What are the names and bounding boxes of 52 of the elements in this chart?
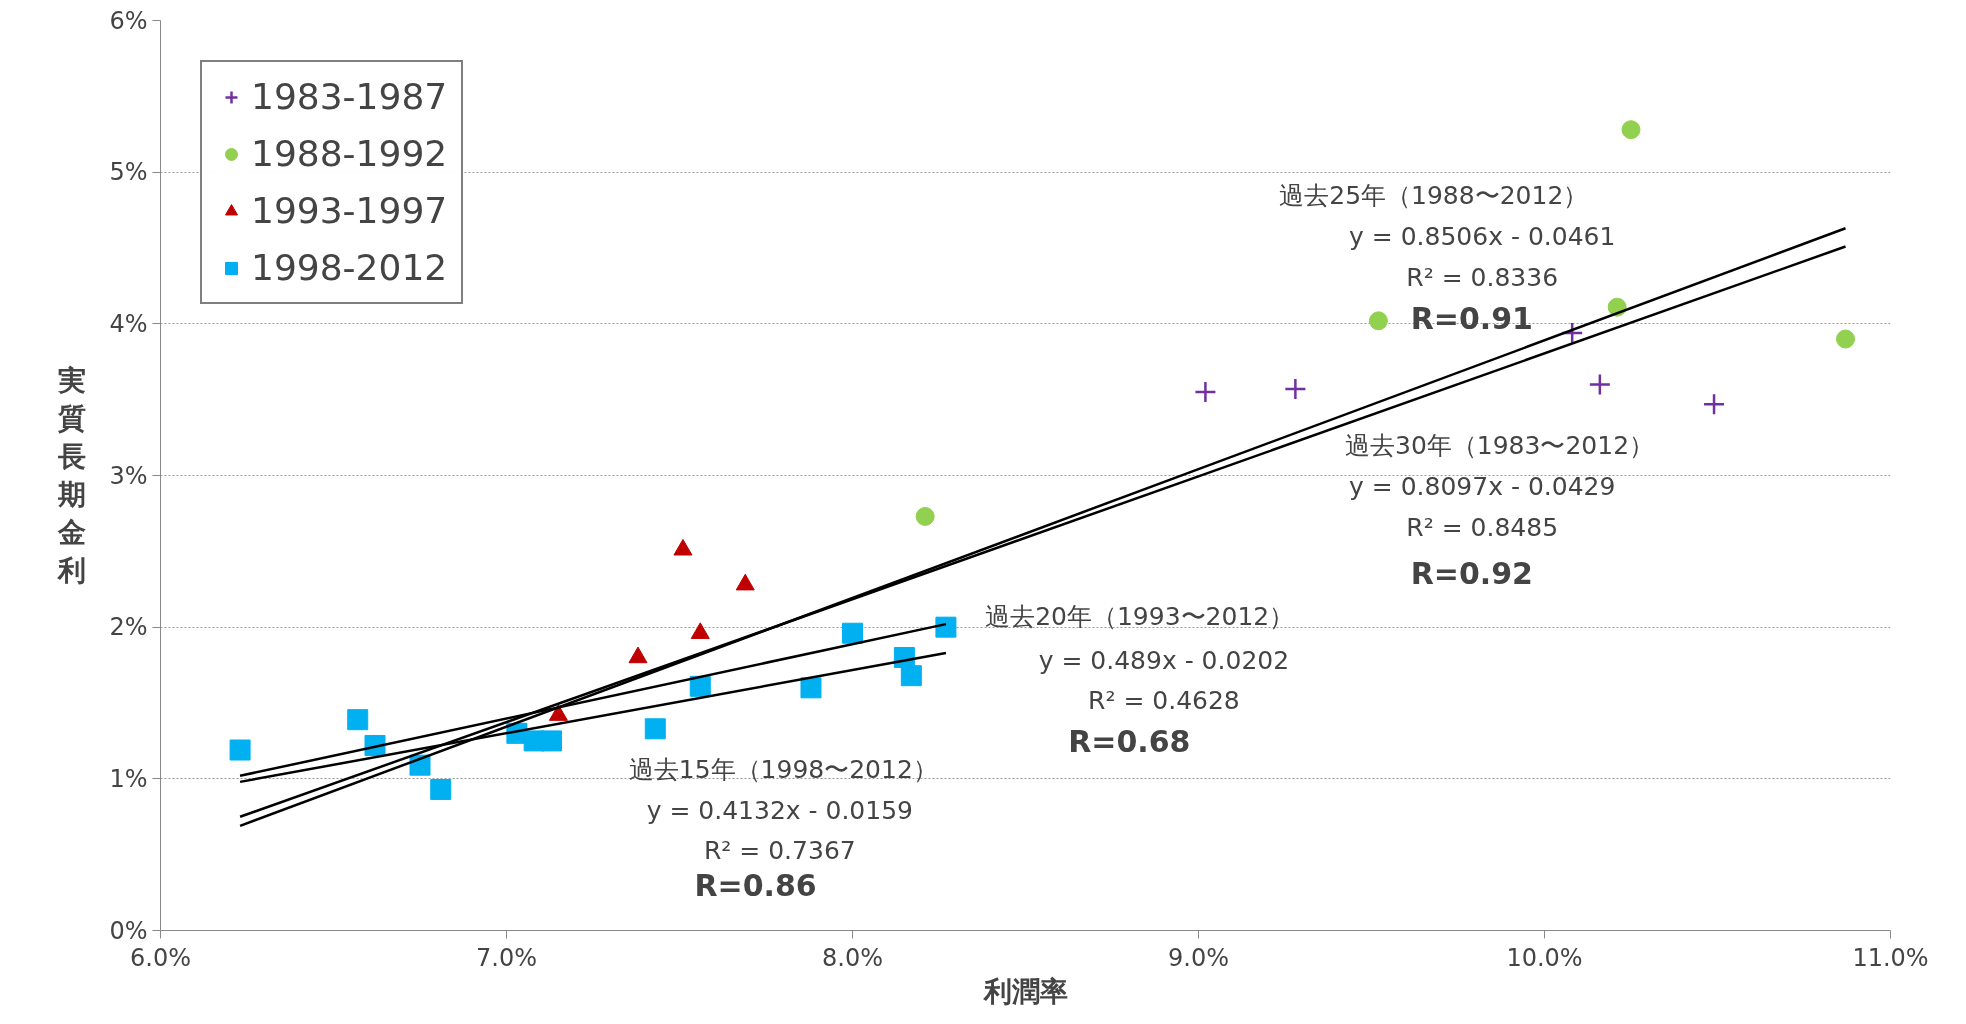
annotation: y = 0.8097x - 0.0429 <box>1349 471 1616 501</box>
y-tick-label: 5% <box>109 158 148 187</box>
point <box>1368 311 1388 331</box>
y-axis-title: 実質長期金利 <box>57 364 87 587</box>
point <box>1836 329 1856 349</box>
point <box>1284 377 1307 401</box>
point <box>644 718 666 740</box>
annotation: R=0.92 <box>1410 556 1533 592</box>
point <box>900 665 922 687</box>
x-tick-label: 10.0% <box>1506 943 1583 972</box>
point <box>1702 392 1726 416</box>
y-tick-label: 6% <box>109 6 148 35</box>
annotation: R=0.86 <box>694 867 817 903</box>
y-tick-label: 1% <box>109 764 148 793</box>
point <box>1621 120 1641 140</box>
point <box>935 616 957 638</box>
point <box>842 622 863 644</box>
point <box>800 677 822 699</box>
annotation: 過去15年（1998〜2012） <box>628 754 938 784</box>
x-axis-title: 利潤率 <box>982 974 1068 1008</box>
point <box>540 730 562 752</box>
annotation: R=0.68 <box>1068 723 1191 759</box>
legend-label: 1988-1992 <box>251 133 448 174</box>
annotation: R² = 0.8485 <box>1406 512 1559 542</box>
point <box>229 739 251 761</box>
point <box>347 709 369 731</box>
annotation: y = 0.489x - 0.0202 <box>1038 645 1290 675</box>
annotation: 過去30年（1983〜2012） <box>1344 430 1655 460</box>
annotation: y = 0.8506x - 0.0461 <box>1349 221 1616 251</box>
legend-label: 1998-2012 <box>251 247 448 288</box>
point <box>1194 380 1217 404</box>
x-tick-label: 9.0% <box>1168 943 1229 972</box>
annotation: R=0.91 <box>1410 300 1533 336</box>
annotation: R² = 0.4628 <box>1088 685 1240 715</box>
annotation: R² = 0.8336 <box>1406 262 1559 292</box>
legend-label: 1993-1997 <box>251 190 448 231</box>
y-tick-label: 3% <box>109 461 148 490</box>
legend-label: 1983-1987 <box>251 76 448 117</box>
point <box>915 506 935 526</box>
x-tick-label: 8.0% <box>822 943 883 972</box>
annotation: 過去20年（1993〜2012） <box>985 602 1295 632</box>
x-tick-label: 6.0% <box>130 943 191 972</box>
point <box>430 778 452 800</box>
y-tick-label: 4% <box>109 309 148 338</box>
x-tick-label: 11.0% <box>1852 943 1929 972</box>
point <box>1588 373 1612 396</box>
x-tick-label: 7.0% <box>476 943 537 972</box>
annotation: R² = 0.7367 <box>703 835 856 865</box>
y-tick-label: 0% <box>109 916 148 945</box>
y-tick-label: 2% <box>109 613 148 642</box>
annotation: 過去25年（1988〜2012） <box>1279 180 1589 210</box>
annotation: y = 0.4132x - 0.0159 <box>646 795 913 825</box>
